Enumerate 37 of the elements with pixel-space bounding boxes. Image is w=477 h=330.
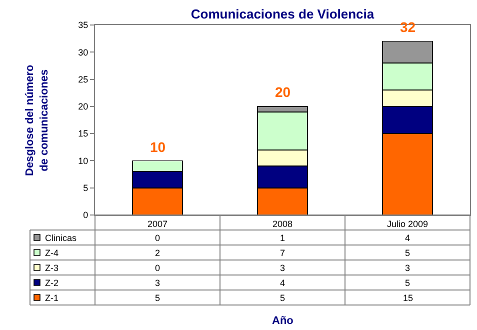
data-label: 4 bbox=[280, 278, 286, 288]
data-label: 15 bbox=[403, 293, 414, 303]
data-label: 5 bbox=[155, 293, 160, 303]
y-tick-label: 25 bbox=[78, 74, 88, 84]
total-label: 20 bbox=[275, 84, 291, 100]
legend-label: Z-3 bbox=[45, 263, 58, 273]
y-tick-label: 10 bbox=[78, 156, 88, 166]
data-label: 3 bbox=[280, 263, 286, 273]
legend-label: Clinicas bbox=[45, 233, 78, 243]
x-tick-label: 2007 bbox=[147, 218, 168, 229]
y-tick-label: 30 bbox=[78, 47, 88, 58]
x-tick-label: Julio 2009 bbox=[386, 218, 428, 229]
legend-label: Z-2 bbox=[45, 278, 58, 288]
y-tick-label: 35 bbox=[78, 20, 88, 30]
data-label: 5 bbox=[405, 248, 410, 258]
y-tick-label: 20 bbox=[78, 102, 88, 112]
data-label: 4 bbox=[405, 233, 410, 243]
y-tick-label: 5 bbox=[83, 183, 88, 194]
data-label: 2 bbox=[155, 248, 160, 258]
chart-title: Comunicaciones de Violencia bbox=[190, 6, 375, 22]
total-label: 32 bbox=[400, 19, 416, 35]
legend-label: Z-4 bbox=[45, 248, 58, 258]
y-tick-label: 0 bbox=[83, 210, 88, 220]
data-label: 1 bbox=[280, 233, 286, 243]
data-label: 3 bbox=[405, 263, 410, 273]
data-label: 7 bbox=[280, 248, 286, 258]
legend-label: Z-1 bbox=[45, 293, 58, 303]
total-label: 10 bbox=[150, 139, 166, 155]
y-tick-label: 15 bbox=[78, 128, 88, 139]
data-label: 5 bbox=[280, 293, 286, 303]
text: Año bbox=[272, 315, 294, 327]
data-label: 5 bbox=[405, 278, 410, 288]
x-tick-label: 2008 bbox=[272, 218, 293, 229]
data-label: 0 bbox=[155, 263, 160, 273]
data-label: 0 bbox=[155, 233, 160, 243]
y-axis-title: Desglose del número de comunicaciones bbox=[24, 64, 50, 176]
data-label: 3 bbox=[155, 278, 160, 288]
